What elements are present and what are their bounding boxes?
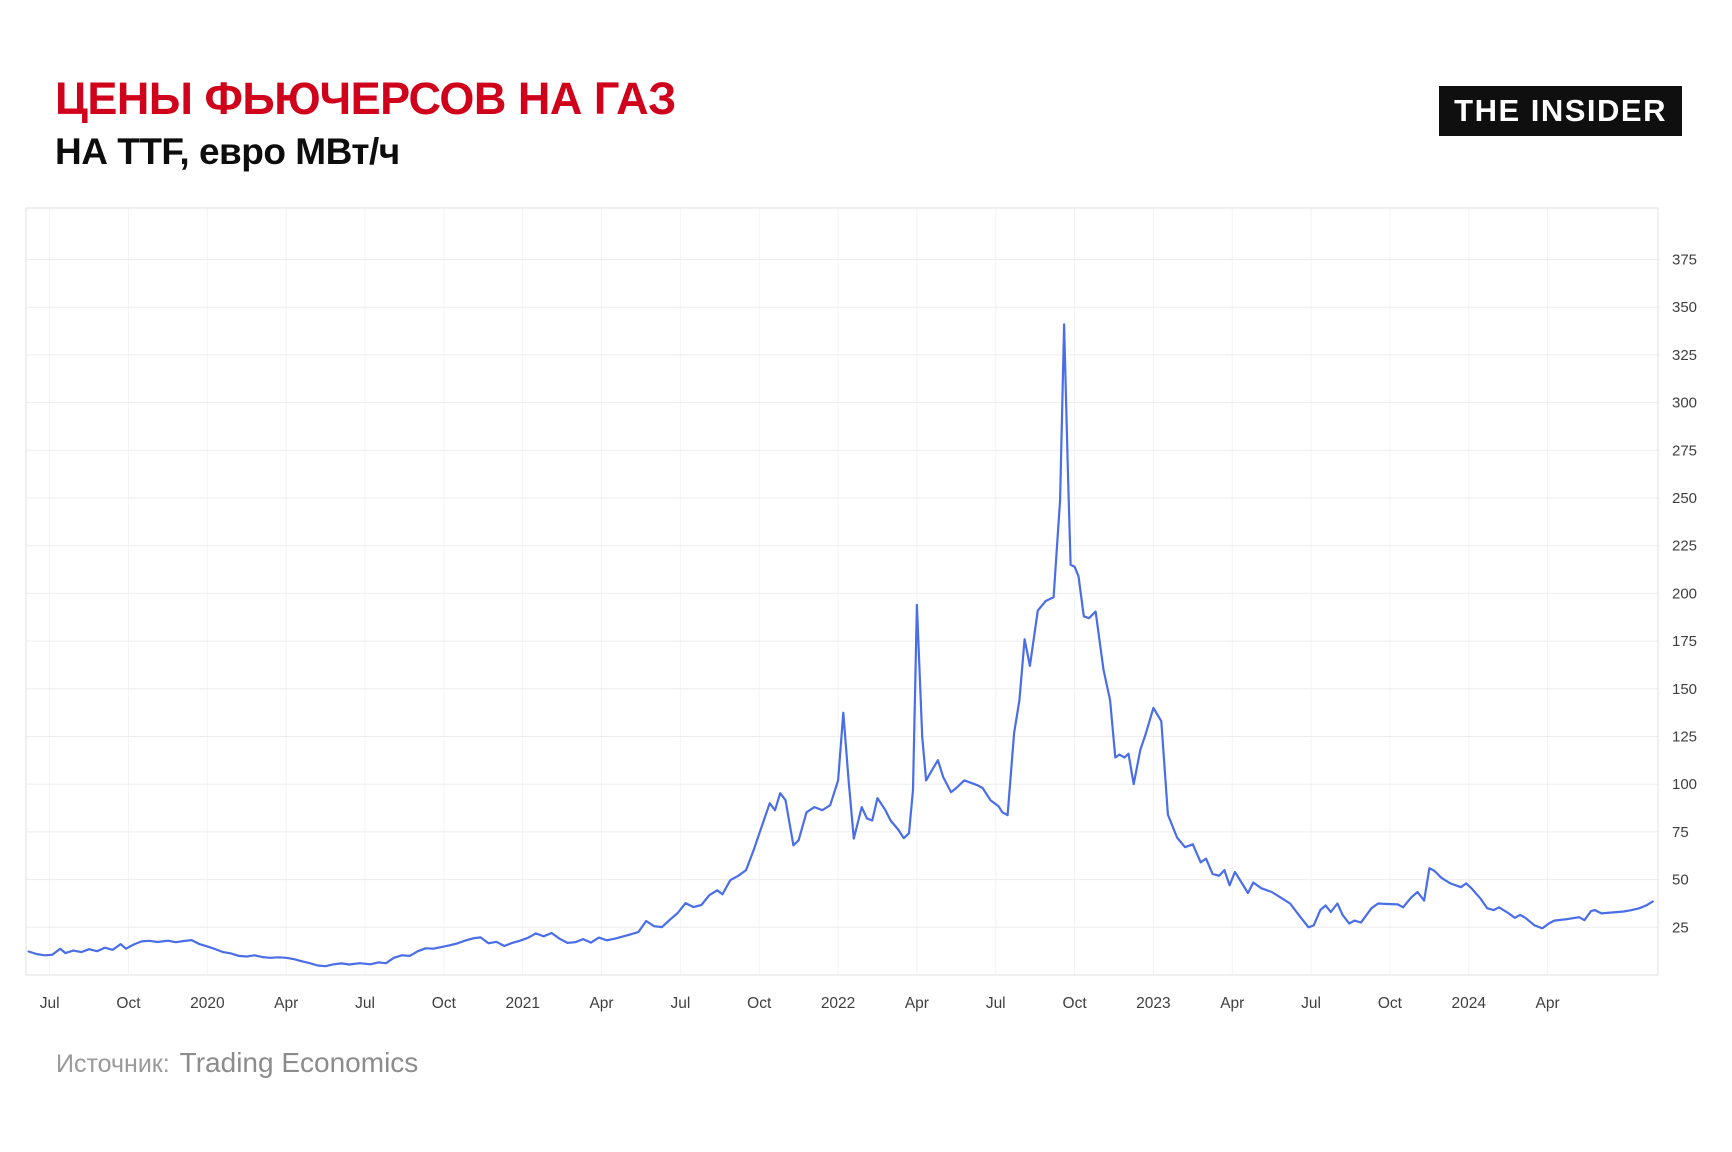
chart-canvas: Jul Oct 2020 Apr Jul Oct 2021 Apr Jul Oct 2022 Apr J… bbox=[25, 207, 1697, 1012]
y-tick-label: 350 bbox=[1672, 299, 1697, 316]
plot-border bbox=[25, 207, 1659, 976]
y-tick-label: 125 bbox=[1672, 729, 1697, 746]
x-tick-label: 2021 bbox=[505, 995, 539, 1012]
x-tick-label: 2020 bbox=[190, 995, 225, 1012]
x-tick-label: 2022 bbox=[821, 995, 855, 1012]
x-tick-label: Oct bbox=[1063, 995, 1088, 1012]
x-tick-label: Apr bbox=[905, 995, 929, 1012]
y-tick-label: 100 bbox=[1672, 776, 1697, 793]
page-subtitle: НА TTF, евро МВт/ч bbox=[55, 131, 400, 172]
x-tick-label: Apr bbox=[1536, 995, 1560, 1012]
x-tick-label: Apr bbox=[589, 995, 613, 1012]
x-tick-label: Oct bbox=[432, 995, 457, 1012]
price-line bbox=[27, 323, 1654, 968]
y-tick-label: 325 bbox=[1672, 347, 1697, 364]
y-tick-label: 50 bbox=[1672, 872, 1689, 889]
x-tick-label: Jul bbox=[1301, 995, 1321, 1012]
x-tick-label: 2024 bbox=[1452, 995, 1487, 1012]
x-tick-label: Oct bbox=[116, 995, 141, 1012]
the-insider-logo: THE INSIDER bbox=[1439, 86, 1682, 136]
x-tick-label: Oct bbox=[747, 995, 772, 1012]
x-tick-label: 2023 bbox=[1136, 995, 1170, 1012]
y-tick-label: 300 bbox=[1672, 395, 1697, 412]
source-line: Источник: Trading Economics bbox=[56, 1046, 418, 1080]
source-value: Trading Economics bbox=[179, 1047, 419, 1078]
x-tick-label: Jul bbox=[986, 995, 1006, 1012]
x-tick-label: Oct bbox=[1378, 995, 1403, 1012]
y-tick-label: 250 bbox=[1672, 490, 1697, 507]
y-tick-label: 225 bbox=[1672, 538, 1697, 555]
y-tick-label: 25 bbox=[1672, 919, 1689, 936]
x-tick-label: Apr bbox=[1220, 995, 1244, 1012]
gas-price-line-chart: Jul Oct 2020 Apr Jul Oct 2021 Apr Jul Oct 2022 Apr J… bbox=[0, 190, 1732, 1030]
y-tick-label: 150 bbox=[1672, 681, 1697, 698]
x-tick-label: Jul bbox=[670, 995, 690, 1012]
y-tick-label: 75 bbox=[1672, 824, 1689, 841]
y-tick-label: 375 bbox=[1672, 252, 1697, 269]
y-tick-label: 200 bbox=[1672, 585, 1697, 602]
x-tick-label: Jul bbox=[40, 995, 60, 1012]
x-tick-label: Jul bbox=[355, 995, 375, 1012]
logo-text: THE INSIDER bbox=[1454, 93, 1667, 128]
source-label: Источник: bbox=[56, 1050, 170, 1078]
page-title: ЦЕНЫ ФЬЮЧЕРСОВ НА ГАЗ bbox=[55, 73, 676, 124]
y-tick-label: 175 bbox=[1672, 633, 1697, 650]
x-tick-label: Apr bbox=[274, 995, 298, 1012]
y-tick-label: 275 bbox=[1672, 442, 1697, 459]
